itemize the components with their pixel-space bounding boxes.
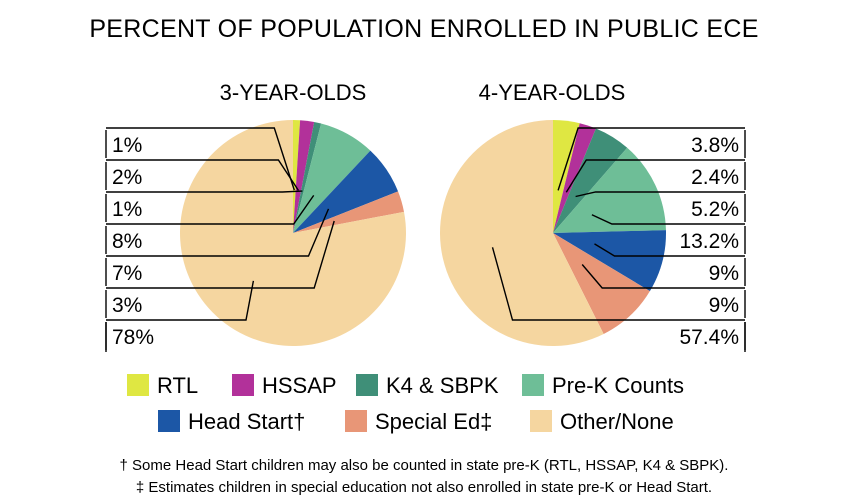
slice-head-start-3yo: [293, 150, 399, 233]
slice-pre-k-counts-4yo: [553, 147, 666, 233]
legend: RTL HSSAP K4 & SBPK Pre-K Counts Head Start†…: [127, 373, 684, 434]
data-label-pre-k-counts-4yo: 13.2%: [679, 230, 739, 253]
data-label-other-none-3yo: 78%: [112, 326, 154, 349]
leader-line: [216, 208, 330, 257]
legend-swatch-head-start: [158, 410, 180, 432]
leader-line: [216, 159, 299, 191]
leader-line: [594, 243, 655, 257]
data-label-hssap-3yo: 2%: [112, 166, 142, 189]
slice-k4-sbpk-4yo: [553, 128, 628, 233]
legend-swatch-pre-k-counts: [522, 374, 544, 396]
data-label-rtl-3yo: 1%: [112, 134, 142, 157]
leader-line: [491, 247, 655, 321]
legend-swatch-rtl: [127, 374, 149, 396]
data-label-hssap-4yo: 2.4%: [691, 166, 739, 189]
data-label-pre-k-counts-3yo: 8%: [112, 230, 142, 253]
legend-label-rtl: RTL: [157, 373, 198, 398]
leader-line: [216, 190, 303, 193]
data-label-k4-sbpk-4yo: 5.2%: [691, 198, 739, 221]
slice-special-ed-3yo: [293, 191, 404, 233]
callouts-4-year-olds: 3.8% 2.4% 5.2% 13.2% 9% 9% 57.4%: [491, 127, 746, 352]
slice-other-none-3yo: [180, 120, 407, 346]
legend-swatch-special-ed: [345, 410, 367, 432]
leader-line: [216, 280, 255, 321]
slice-rtl-3yo: [293, 119, 301, 233]
leader-line: [216, 127, 295, 191]
legend-swatch-hssap: [232, 374, 254, 396]
subtitle-4-year-olds: 4-YEAR-OLDS: [479, 80, 626, 105]
slice-other-none-4yo: [439, 120, 604, 347]
legend-label-hssap: HSSAP: [262, 373, 337, 398]
data-label-rtl-4yo: 3.8%: [691, 134, 739, 157]
data-label-k4-sbpk-3yo: 1%: [112, 198, 142, 221]
leader-line: [557, 127, 655, 191]
leader-line: [575, 191, 655, 198]
subtitle-3-year-olds: 3-YEAR-OLDS: [220, 80, 367, 105]
footnote-special-ed: ‡ Estimates children in special educatio…: [136, 479, 712, 496]
legend-label-k4-sbpk: K4 & SBPK: [386, 373, 499, 398]
legend-label-pre-k-counts: Pre-K Counts: [552, 373, 684, 398]
callouts-3-year-olds: 1% 2% 1% 8% 7% 3% 78%: [105, 127, 335, 352]
leader-line: [216, 194, 315, 225]
leader-line: [581, 264, 655, 289]
slice-k4-sbpk-3yo: [293, 122, 322, 233]
legend-label-other-none: Other/None: [560, 409, 674, 434]
chart-title: PERCENT OF POPULATION ENROLLED IN PUBLIC…: [89, 15, 758, 43]
slice-special-ed-4yo: [553, 233, 650, 334]
data-label-head-start-3yo: 7%: [112, 262, 142, 285]
data-label-special-ed-4yo: 9%: [709, 294, 739, 317]
legend-swatch-k4-sbpk: [356, 374, 378, 396]
leader-line: [591, 214, 655, 225]
leader-line: [216, 220, 335, 289]
pie-4-year-olds: [439, 120, 666, 347]
data-label-special-ed-3yo: 3%: [112, 294, 142, 317]
slice-hssap-3yo: [293, 120, 315, 233]
slice-head-start-4yo: [553, 230, 666, 292]
legend-label-head-start: Head Start†: [188, 409, 305, 434]
legend-label-special-ed: Special Ed‡: [375, 409, 492, 434]
slice-rtl-4yo: [553, 120, 580, 233]
pie-3-year-olds: [180, 119, 407, 346]
data-label-other-none-4yo: 57.4%: [679, 326, 739, 349]
legend-swatch-other-none: [530, 410, 552, 432]
data-label-head-start-4yo: 9%: [709, 262, 739, 285]
footnote-head-start: † Some Head Start children may also be c…: [120, 457, 729, 474]
leader-line: [565, 159, 655, 193]
slice-pre-k-counts-3yo: [293, 123, 371, 233]
